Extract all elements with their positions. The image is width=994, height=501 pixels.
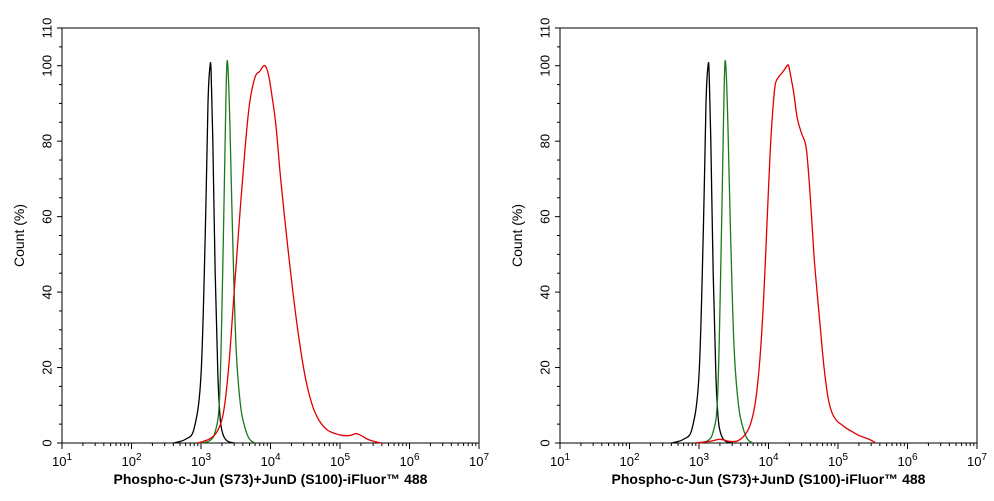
series-line-green (197, 59, 256, 444)
x-tick-label: 101 (52, 452, 72, 469)
x-tick-label: 107 (469, 452, 489, 469)
x-tick-label: 107 (967, 452, 987, 469)
chart-panel-left: 0 20 40 60 80 100 110 101 102 103 104 105 106 107 Coun… (11, 18, 489, 487)
y-tick-label: 20 (40, 360, 55, 374)
series-line-black (671, 61, 733, 444)
series-line-green (695, 59, 754, 444)
y-tick-label: 100 (538, 55, 553, 77)
y-axis-label: Count (%) (11, 204, 27, 267)
series-line-red (695, 64, 877, 444)
x-tick-label: 106 (399, 452, 419, 469)
x-tick-label: 101 (550, 452, 570, 469)
y-axis-label: Count (%) (509, 204, 525, 267)
x-tick-label: 106 (897, 452, 917, 469)
x-axis-label: Phospho-c-Jun (S73)+JunD (S100)-iFluor™ … (114, 471, 428, 487)
x-tick-label: 104 (758, 452, 778, 469)
chart-panel-right: 0 20 40 60 80 100 110 101 102 103 104 105 106 107 Coun… (509, 18, 987, 487)
x-axis-label: Phospho-c-Jun (S73)+JunD (S100)-iFluor™ … (612, 471, 926, 487)
y-tick-label: 20 (538, 360, 553, 374)
y-tick-label: 60 (538, 209, 553, 223)
y-tick-label: 60 (40, 209, 55, 223)
y-tick-label: 0 (40, 439, 55, 446)
x-tick-label: 102 (619, 452, 639, 469)
x-tick-label: 102 (121, 452, 141, 469)
x-tick-label: 103 (191, 452, 211, 469)
y-tick-label: 40 (538, 285, 553, 299)
series-line-black (173, 61, 235, 444)
y-tick-label: 0 (538, 439, 553, 446)
y-tick-label: 110 (40, 18, 55, 39)
y-tick-label: 100 (40, 55, 55, 77)
y-tick-label: 110 (538, 18, 553, 39)
x-tick-label: 105 (330, 452, 350, 469)
series-line-red (197, 64, 382, 444)
plot-frame (559, 27, 978, 444)
x-tick-label: 103 (689, 452, 709, 469)
x-tick-label: 105 (828, 452, 848, 469)
y-tick-label: 40 (40, 285, 55, 299)
y-tick-label: 80 (40, 134, 55, 148)
y-tick-label: 80 (538, 134, 553, 148)
x-tick-label: 104 (260, 452, 280, 469)
